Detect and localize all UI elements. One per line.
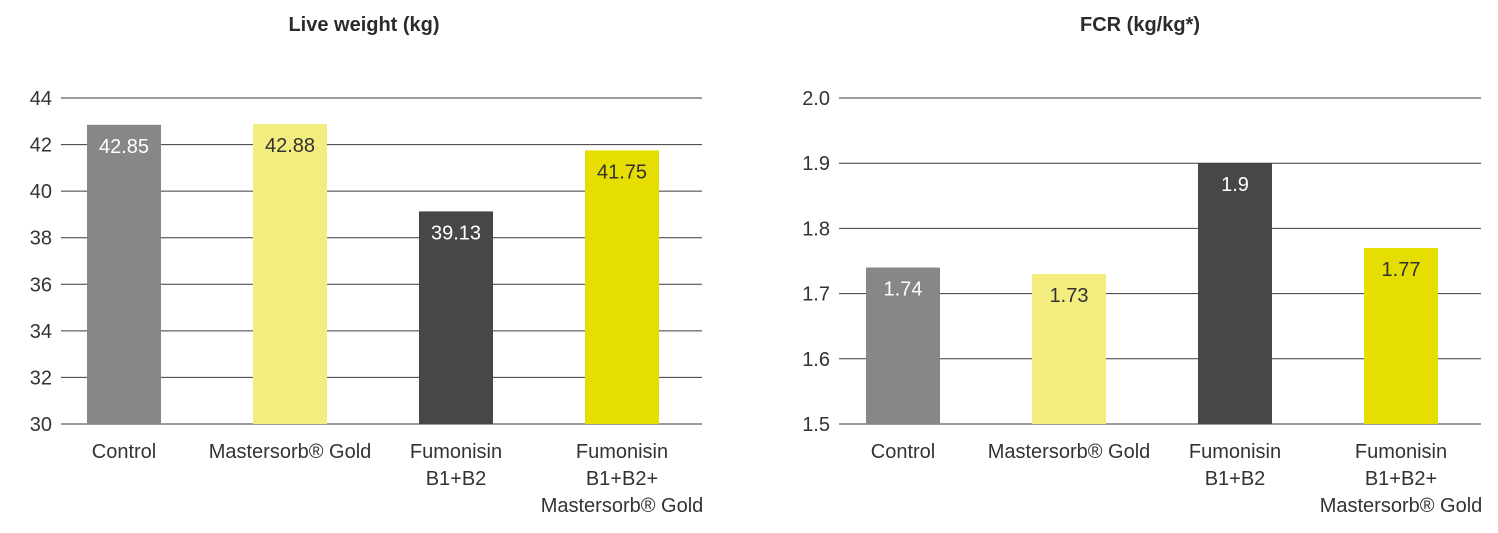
y-tick-label: 1.8	[802, 218, 830, 240]
category-label: Mastersorb® Gold	[541, 495, 704, 517]
bar	[1364, 247, 1438, 424]
category-label: Mastersorb® Gold	[1320, 495, 1483, 517]
y-tick-label: 30	[30, 414, 52, 436]
data-label: 1.73	[1050, 285, 1089, 307]
chart-title-live-weight: Live weight (kg)	[288, 14, 440, 36]
bar	[419, 211, 493, 424]
category-label: Control	[92, 441, 156, 463]
category-label: Mastersorb® Gold	[209, 441, 372, 463]
data-label: 41.75	[597, 161, 647, 183]
y-tick-label: 1.7	[802, 284, 830, 306]
category-label: Control	[871, 441, 935, 463]
category-label: B1+B2	[426, 468, 487, 490]
bar	[1198, 163, 1272, 424]
data-label: 1.77	[1382, 259, 1421, 281]
y-tick-label: 32	[30, 367, 52, 389]
category-label: Fumonisin	[1355, 441, 1447, 463]
y-tick-label: 1.6	[802, 349, 830, 371]
data-label: 1.74	[884, 279, 923, 301]
y-tick-label: 44	[30, 88, 52, 110]
bar	[585, 150, 659, 424]
data-label: 42.88	[265, 135, 315, 157]
y-tick-label: 2.0	[802, 88, 830, 110]
y-tick-label: 40	[30, 181, 52, 203]
chart-title-fcr: FCR (kg/kg*)	[1080, 14, 1200, 36]
bar	[253, 124, 327, 424]
y-tick-label: 38	[30, 228, 52, 250]
category-label: B1+B2+	[1365, 468, 1437, 490]
bar	[866, 267, 940, 424]
category-label: B1+B2	[1205, 468, 1266, 490]
y-tick-label: 1.5	[802, 414, 830, 436]
category-label: B1+B2+	[586, 468, 658, 490]
fcr-chart: 1.5 1.6 1.7 1.8 1.9 2.0 1.74 Control 1.73 Masters…	[802, 88, 1483, 517]
category-label: Fumonisin	[576, 441, 668, 463]
live-weight-chart: 30 32 34 36 38 40 42 44 42.85 Control 42.88 Masters…	[30, 88, 704, 517]
category-label: Fumonisin	[410, 441, 502, 463]
data-label: 42.85	[99, 136, 149, 158]
bar	[87, 124, 161, 425]
y-tick-label: 1.9	[802, 153, 830, 175]
bar	[1032, 274, 1106, 424]
y-tick-label: 42	[30, 135, 52, 157]
category-label: Fumonisin	[1189, 441, 1281, 463]
category-label: Mastersorb® Gold	[988, 441, 1151, 463]
data-label: 1.9	[1221, 174, 1249, 196]
data-label: 39.13	[431, 222, 481, 244]
y-tick-label: 34	[30, 321, 52, 343]
y-tick-label: 36	[30, 274, 52, 296]
